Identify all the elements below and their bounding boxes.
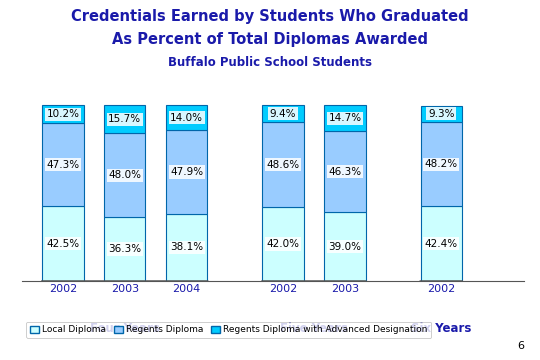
Text: 36.3%: 36.3% xyxy=(108,244,141,254)
Bar xyxy=(325,212,366,281)
Legend: Local Diploma, Regents Diploma, Regents Diploma with Advanced Designation: Local Diploma, Regents Diploma, Regents … xyxy=(26,321,431,338)
Text: 42.4%: 42.4% xyxy=(424,239,458,249)
Text: 47.3%: 47.3% xyxy=(46,160,79,170)
Text: As Percent of Total Diplomas Awarded: As Percent of Total Diplomas Awarded xyxy=(112,32,428,48)
Bar xyxy=(421,106,462,122)
Text: 38.1%: 38.1% xyxy=(170,242,203,252)
Text: 39.0%: 39.0% xyxy=(328,242,361,252)
Bar xyxy=(166,214,207,281)
Text: 6: 6 xyxy=(517,341,524,351)
Bar xyxy=(421,122,462,207)
Text: Buffalo Public School Students: Buffalo Public School Students xyxy=(168,56,372,69)
Text: 9.4%: 9.4% xyxy=(270,109,296,119)
Bar xyxy=(42,123,84,206)
Text: 14.7%: 14.7% xyxy=(328,113,361,123)
Text: 48.6%: 48.6% xyxy=(266,159,300,170)
Bar xyxy=(262,105,303,122)
Text: 15.7%: 15.7% xyxy=(108,114,141,124)
Text: Six Years: Six Years xyxy=(411,323,471,336)
Bar xyxy=(42,206,84,281)
Bar xyxy=(42,105,84,123)
Bar xyxy=(325,105,366,131)
Bar xyxy=(166,105,207,130)
Text: 14.0%: 14.0% xyxy=(170,113,203,123)
Text: 9.3%: 9.3% xyxy=(428,109,455,119)
Bar xyxy=(262,122,303,207)
Bar xyxy=(104,217,145,281)
Text: Four Years: Four Years xyxy=(90,323,160,336)
Text: 46.3%: 46.3% xyxy=(328,167,361,177)
Bar xyxy=(104,105,145,133)
Text: Credentials Earned by Students Who Graduated: Credentials Earned by Students Who Gradu… xyxy=(71,9,469,24)
Text: 47.9%: 47.9% xyxy=(170,167,203,177)
Text: Five Years: Five Years xyxy=(280,323,348,336)
Text: 48.2%: 48.2% xyxy=(424,159,458,169)
Bar xyxy=(325,131,366,212)
Text: 10.2%: 10.2% xyxy=(46,109,79,120)
Text: 48.0%: 48.0% xyxy=(109,170,141,180)
Text: 42.5%: 42.5% xyxy=(46,239,79,248)
Bar xyxy=(104,133,145,217)
Bar xyxy=(421,207,462,281)
Bar xyxy=(166,130,207,214)
Bar xyxy=(262,207,303,281)
Text: 42.0%: 42.0% xyxy=(267,239,300,249)
